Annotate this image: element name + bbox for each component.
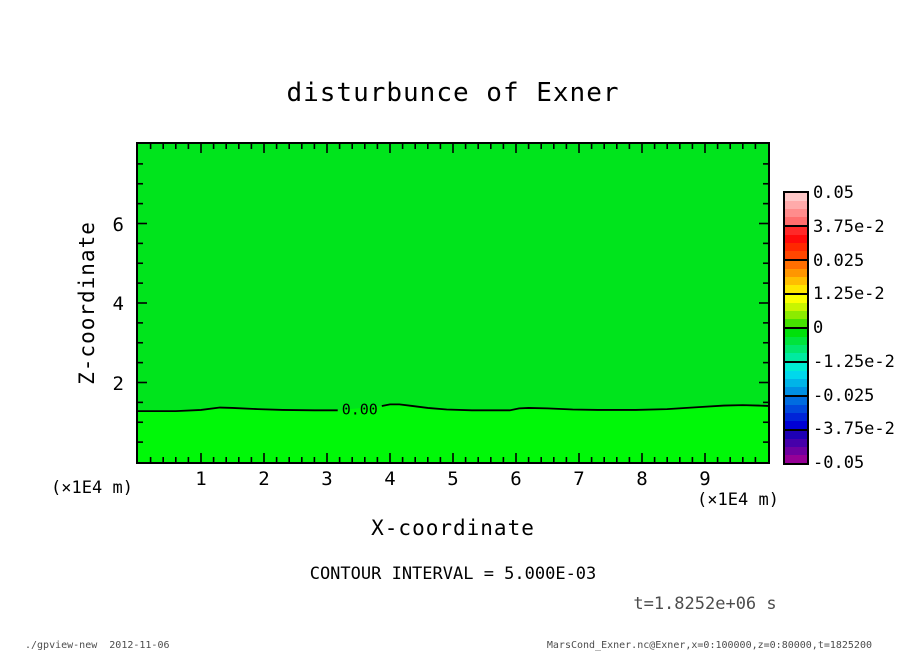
zero-contour-left <box>138 406 338 413</box>
colorbar-color-step <box>785 413 807 421</box>
colorbar-color-step <box>785 447 807 455</box>
x-tick-label: 7 <box>573 468 585 490</box>
contour-interval-text: CONTOUR INTERVAL = 5.000E-03 <box>309 564 597 584</box>
colorbar-segment <box>785 431 807 463</box>
colorbar-color-step <box>785 209 807 217</box>
colorbar-color-step <box>785 397 807 405</box>
colorbar-segment <box>785 363 807 397</box>
colorbar-color-step <box>785 235 807 243</box>
colorbar-color-step <box>785 243 807 251</box>
zero-contour-label: 0.00 <box>342 400 378 418</box>
colorbar-tick-label: 0.025 <box>813 250 865 271</box>
colorbar-color-step <box>785 439 807 447</box>
colorbar-color-step <box>785 251 807 259</box>
colorbar-color-step <box>785 285 807 293</box>
colorbar-tick-label: 3.75e-2 <box>813 216 885 237</box>
x-tick-label: 1 <box>195 468 207 490</box>
x-axis-unit: (×1E4 m) <box>697 490 779 510</box>
colorbar-color-step <box>785 269 807 277</box>
y-axis-tick-labels: 2 4 6 <box>94 144 124 462</box>
colorbar-color-step <box>785 295 807 303</box>
colorbar-color-step <box>785 261 807 269</box>
colorbar-tick-label: 1.25e-2 <box>813 284 885 305</box>
colorbar-segment <box>785 261 807 295</box>
colorbar-color-step <box>785 319 807 327</box>
colorbar-segment <box>785 227 807 261</box>
colorbar-segment <box>785 397 807 431</box>
colorbar-color-step <box>785 337 807 345</box>
x-tick-label: 6 <box>510 468 522 490</box>
x-tick-label: 4 <box>384 468 396 490</box>
x-tick-label: 3 <box>321 468 333 490</box>
x-tick-label: 5 <box>447 468 459 490</box>
x-axis-label: X-coordinate <box>371 516 535 540</box>
colorbar-color-step <box>785 405 807 413</box>
colorbar-tick-label: 0.05 <box>813 183 854 203</box>
colorbar-color-step <box>785 201 807 209</box>
field-below-zero <box>138 404 768 462</box>
x-tick-label: 2 <box>258 468 270 490</box>
footer-source: MarsCond_Exner.nc@Exner,x=0:100000,z=0:8… <box>546 640 872 651</box>
colorbar-color-step <box>785 379 807 387</box>
colorbar-color-step <box>785 217 807 225</box>
colorbar-color-step <box>785 371 807 379</box>
colorbar-tick-label: 0 <box>813 318 824 338</box>
colorbar-color-step <box>785 277 807 285</box>
colorbar-color-step <box>785 431 807 439</box>
chart-title: disturbunce of Exner <box>286 78 620 108</box>
footer-command: ./gpview-new 2012-11-06 <box>25 640 170 651</box>
zero-contour-right <box>381 403 768 412</box>
colorbar-color-step <box>785 387 807 395</box>
colorbar-segment <box>785 193 807 227</box>
colorbar-color-step <box>785 345 807 353</box>
colorbar-tick-label: -0.05 <box>813 453 865 473</box>
plot-area: 0.00 <box>136 142 770 464</box>
x-tick-label: 9 <box>699 468 711 490</box>
colorbar-segment <box>785 329 807 363</box>
colorbar-tick-labels: 0.05 3.75e-2 0.025 1.25e-2 0 -1.25e-2 -0.025 -3… <box>813 183 903 473</box>
colorbar-segment <box>785 295 807 329</box>
contour-plot-svg: 0.00 <box>138 144 768 462</box>
colorbar-color-step <box>785 363 807 371</box>
x-tick-label: 8 <box>636 468 648 490</box>
colorbar-color-step <box>785 227 807 235</box>
y-axis-unit: (×1E4 m) <box>51 478 133 498</box>
y-tick-label: 6 <box>112 213 124 236</box>
colorbar <box>783 191 809 465</box>
colorbar-tick-label: -1.25e-2 <box>813 351 895 372</box>
colorbar-color-step <box>785 421 807 429</box>
colorbar-tick-label: -0.025 <box>813 385 875 406</box>
colorbar-tick-label: -3.75e-2 <box>813 419 895 440</box>
colorbar-color-step <box>785 329 807 337</box>
colorbar-color-step <box>785 311 807 319</box>
time-annotation: t=1.8252e+06 s <box>633 594 777 614</box>
y-tick-label: 4 <box>112 293 124 315</box>
colorbar-color-step <box>785 455 807 463</box>
y-tick-label: 2 <box>112 372 124 395</box>
colorbar-color-step <box>785 193 807 201</box>
x-axis-tick-labels: 1 2 3 4 5 6 7 8 9 <box>138 468 768 490</box>
colorbar-color-step <box>785 353 807 361</box>
colorbar-color-step <box>785 303 807 311</box>
